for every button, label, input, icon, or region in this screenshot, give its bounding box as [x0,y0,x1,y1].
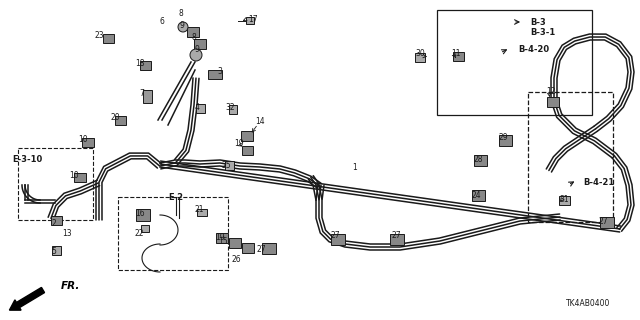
Text: 14: 14 [255,117,265,126]
Text: 10: 10 [69,171,79,180]
Text: 5: 5 [52,247,56,257]
Bar [241,146,253,155]
Text: 30: 30 [415,50,425,59]
Bar [390,234,404,244]
Text: E-2: E-2 [168,193,183,202]
Text: 27: 27 [256,244,266,253]
Bar [242,243,254,253]
Bar [437,10,592,115]
Bar [51,245,61,254]
Bar [331,234,345,244]
Text: 6: 6 [159,18,164,27]
Bar [194,39,206,49]
Bar [600,217,614,228]
Bar [118,197,228,270]
Bar [74,172,86,181]
Text: 31: 31 [559,195,569,204]
Text: 27: 27 [330,231,340,241]
Text: 32: 32 [225,102,235,111]
Text: 22: 22 [134,229,144,238]
Bar [559,196,570,204]
Text: 26: 26 [231,254,241,263]
Text: 9: 9 [180,20,184,29]
Text: 17: 17 [248,14,258,23]
Text: 27: 27 [598,218,608,227]
Bar [216,233,228,243]
Text: 8: 8 [179,10,184,19]
Bar [452,52,463,60]
Text: B-3-1: B-3-1 [530,28,556,37]
Text: B-4-20: B-4-20 [518,45,549,54]
Text: 2: 2 [52,220,56,228]
Text: 19: 19 [234,140,244,148]
Bar [51,215,61,225]
Bar [262,243,276,253]
Bar [136,209,150,221]
Text: 28: 28 [473,156,483,164]
Text: 20: 20 [110,114,120,123]
Text: B-4-21: B-4-21 [583,178,614,187]
Bar [528,92,613,222]
Bar [82,138,94,147]
Text: 25: 25 [221,162,231,171]
Bar [102,34,113,43]
Text: 18: 18 [135,59,145,68]
Text: 8: 8 [191,33,196,42]
Bar [246,17,254,23]
Circle shape [190,49,202,61]
Circle shape [178,22,188,32]
Text: 29: 29 [498,133,508,142]
Bar [141,225,149,231]
Text: 23: 23 [94,31,104,41]
Text: 10: 10 [78,135,88,145]
Bar [415,52,425,61]
Text: 15: 15 [218,236,228,245]
Bar [229,238,241,248]
Text: FR.: FR. [61,281,81,291]
Text: 12: 12 [547,86,556,95]
Text: 7: 7 [140,89,145,98]
FancyArrow shape [10,287,45,310]
Bar [18,148,93,220]
Text: 13: 13 [62,229,72,238]
Bar [241,131,253,141]
Text: 21: 21 [195,205,204,214]
Bar [143,90,152,102]
Bar [229,105,237,114]
Bar [140,60,150,69]
Text: 24: 24 [471,190,481,199]
Bar [187,27,199,37]
Bar [195,103,205,113]
Text: 4: 4 [195,102,200,111]
Bar [225,161,234,170]
Text: E-3-10: E-3-10 [12,155,42,164]
Text: TK4AB0400: TK4AB0400 [566,299,610,308]
Bar [474,155,486,165]
Text: 16: 16 [135,209,145,218]
Text: 1: 1 [353,164,357,172]
Bar [197,209,207,215]
Text: 3: 3 [218,68,223,76]
Text: 27: 27 [391,231,401,241]
Text: 9: 9 [195,44,200,53]
Text: B-3: B-3 [530,18,546,27]
Bar [499,134,511,146]
Text: 19: 19 [215,233,225,242]
Text: 11: 11 [451,50,461,59]
Bar [547,97,559,107]
Bar [208,69,222,78]
Bar [115,116,125,124]
Bar [472,189,484,201]
